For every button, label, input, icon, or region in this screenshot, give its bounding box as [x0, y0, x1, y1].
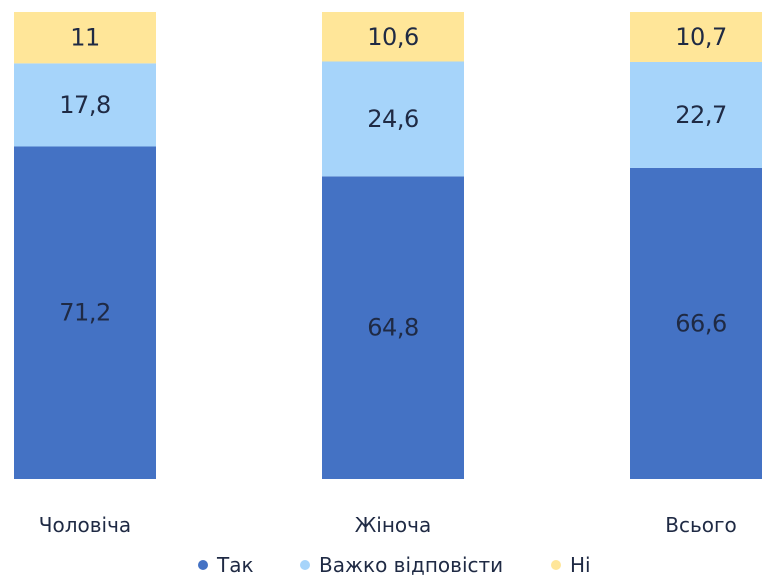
bar-segment-3-1 [14, 12, 156, 64]
bar-segment-1-1 [14, 146, 156, 479]
category-label-2: Жіноча [355, 513, 431, 537]
data-label-2-3: 22,7 [675, 101, 726, 129]
data-label-2-2: 24,6 [367, 105, 418, 133]
category-label-3: Всього [665, 513, 736, 537]
category-labels-group: Чоловіча Жіноча Всього [39, 513, 737, 537]
bar-segment-2-1 [14, 63, 156, 147]
legend: Так Важко відповісти Ні [198, 553, 591, 577]
bars-group: 71,2 17,8 11 64,8 24,6 10,6 66,6 22,7 10,7 [14, 12, 762, 479]
legend-label-2: Важко відповісти [319, 553, 503, 577]
legend-marker-1 [198, 560, 208, 570]
bar-segment-3-2 [322, 12, 464, 62]
bar-segment-2-3 [630, 61, 762, 168]
legend-label-3: Ні [570, 553, 591, 577]
data-label-1-3: 66,6 [675, 309, 726, 337]
bar-segment-1-2 [322, 176, 464, 479]
category-label-1: Чоловіча [39, 513, 131, 537]
data-label-1-1: 71,2 [59, 299, 110, 327]
legend-label-1: Так [216, 553, 254, 577]
data-label-1-2: 64,8 [367, 314, 418, 342]
bar-segment-1-3 [630, 167, 762, 479]
bar-segment-3-3 [630, 12, 762, 62]
data-label-3-1: 11 [70, 24, 100, 52]
data-label-3-2: 10,6 [367, 23, 418, 51]
data-label-2-1: 17,8 [59, 91, 110, 119]
data-label-3-3: 10,7 [675, 23, 726, 51]
legend-marker-2 [300, 560, 310, 570]
legend-marker-3 [551, 560, 561, 570]
bar-segment-2-2 [322, 61, 464, 177]
